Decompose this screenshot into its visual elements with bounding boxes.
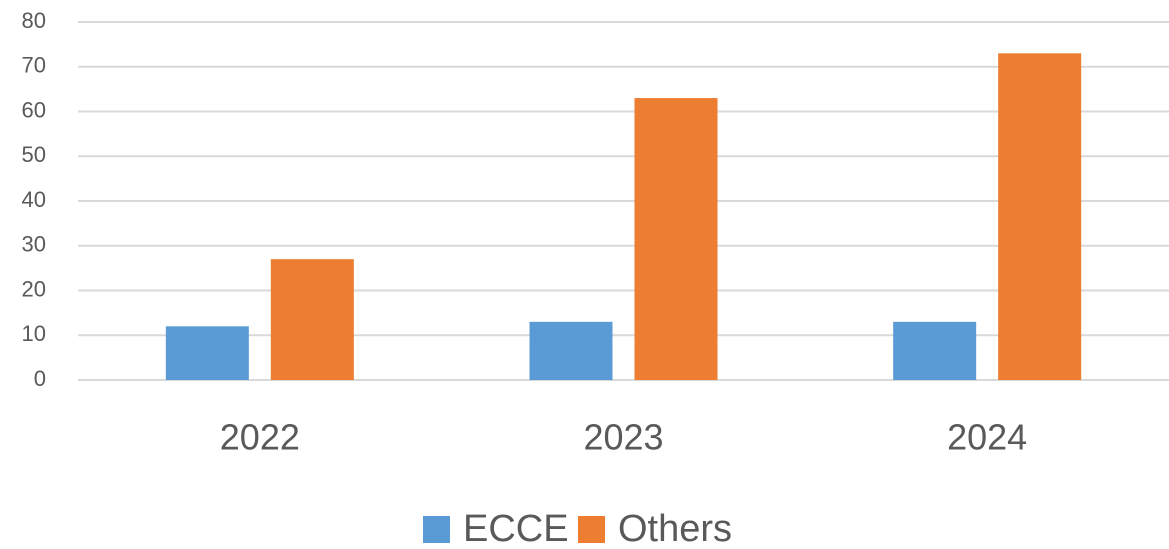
bar [634, 98, 718, 380]
y-tick-label: 0 [34, 366, 46, 391]
y-tick-label: 40 [22, 187, 46, 212]
y-tick-label: 60 [22, 97, 46, 122]
legend-swatch [578, 516, 605, 543]
bar [998, 53, 1082, 380]
y-tick-label: 80 [22, 8, 46, 33]
legend-label: ECCE [463, 508, 569, 549]
bar [529, 321, 613, 380]
x-tick-label: 2024 [947, 417, 1027, 458]
x-tick-label: 2022 [220, 417, 300, 458]
bar [893, 321, 977, 380]
y-tick-label: 30 [22, 232, 46, 257]
y-tick-label: 50 [22, 142, 46, 167]
x-tick-label: 2023 [583, 417, 663, 458]
bar [270, 259, 354, 380]
bar [165, 326, 249, 380]
legend-label: Others [618, 508, 732, 549]
y-tick-label: 10 [22, 321, 46, 346]
y-tick-label: 70 [22, 53, 46, 78]
legend-swatch [423, 516, 450, 543]
y-tick-label: 20 [22, 276, 46, 301]
